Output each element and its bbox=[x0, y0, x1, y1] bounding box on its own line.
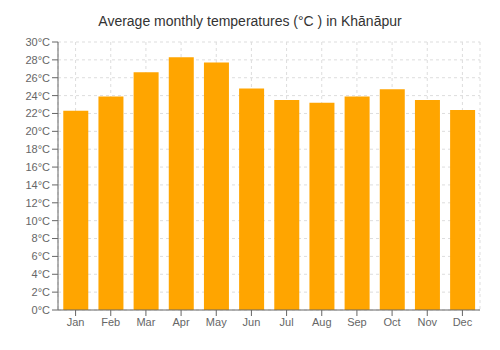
svg-text:22°C: 22°C bbox=[25, 107, 50, 119]
svg-text:14°C: 14°C bbox=[25, 179, 50, 191]
svg-text:10°C: 10°C bbox=[25, 215, 50, 227]
svg-text:Dec: Dec bbox=[453, 316, 473, 328]
svg-text:4°C: 4°C bbox=[32, 268, 51, 280]
svg-text:Mar: Mar bbox=[136, 316, 155, 328]
html-text:Average monthly temperatures (: Average monthly temperatures (°C ) in Kh… bbox=[98, 13, 402, 29]
svg-text:Feb: Feb bbox=[101, 316, 120, 328]
svg-text:0°C: 0°C bbox=[32, 304, 51, 316]
svg-text:30°C: 30°C bbox=[25, 36, 50, 48]
svg-text:26°C: 26°C bbox=[25, 72, 50, 84]
svg-text:28°C: 28°C bbox=[25, 54, 50, 66]
svg-text:6°C: 6°C bbox=[32, 250, 51, 262]
svg-text:2°C: 2°C bbox=[32, 286, 51, 298]
svg-text:May: May bbox=[206, 316, 227, 328]
svg-text:16°C: 16°C bbox=[25, 161, 50, 173]
svg-text:Jul: Jul bbox=[280, 316, 294, 328]
svg-text:Jan: Jan bbox=[67, 316, 85, 328]
svg-text:18°C: 18°C bbox=[25, 143, 50, 155]
svg-text:Nov: Nov bbox=[417, 316, 437, 328]
svg-text:20°C: 20°C bbox=[25, 125, 50, 137]
svg-text:24°C: 24°C bbox=[25, 90, 50, 102]
svg-text:8°C: 8°C bbox=[32, 232, 51, 244]
svg-text:Aug: Aug bbox=[312, 316, 332, 328]
svg-text:Apr: Apr bbox=[173, 316, 190, 328]
svg-text:Jun: Jun bbox=[243, 316, 261, 328]
svg-text:Oct: Oct bbox=[384, 316, 401, 328]
svg-text:Sep: Sep bbox=[347, 316, 367, 328]
svg-text:12°C: 12°C bbox=[25, 197, 50, 209]
